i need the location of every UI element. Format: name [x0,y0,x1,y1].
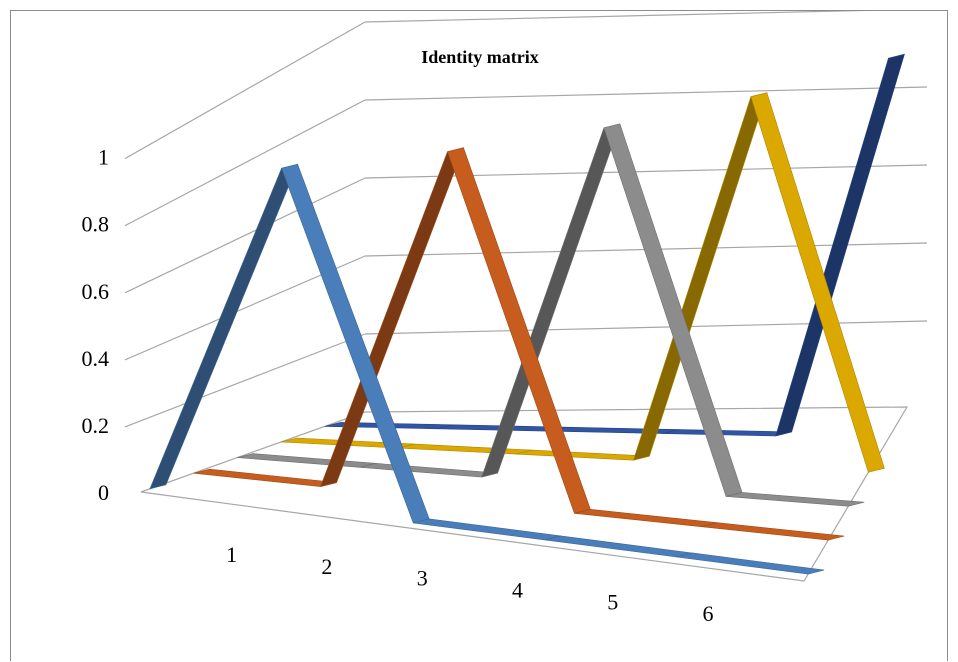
y-tick-label: 0 [98,480,109,505]
x-tick-label: 4 [512,577,523,602]
gridline-side [124,177,366,294]
gridline-back [364,11,867,23]
y-tick-label: 0.2 [82,413,110,438]
series-5-segment-3 [550,426,680,434]
series-3-segment-1 [237,453,376,468]
series-2-segment-4 [574,509,718,528]
x-tick-label: 1 [226,542,237,567]
x-tick-layer: 1 2 3 4 5 6 [226,542,713,626]
series-ribbon-2 [193,147,845,541]
x-tick-label: 2 [321,554,332,579]
chart-title: Identity matrix [421,47,539,67]
series-1-segment-3 [413,518,561,541]
y-tick-label: 0.4 [82,346,110,371]
series-3-segment-4 [603,123,743,497]
y-tick-label: 0.8 [82,212,110,237]
y-tick-layer: 0 0.2 0.4 0.6 0.8 1 [82,145,110,505]
series-2-segment-3 [447,147,591,514]
series-5-segment-5 [775,53,905,437]
series-4-segment-5 [750,92,885,473]
series-4-segment-3 [515,449,650,461]
identity-matrix-chart: 0 0.2 0.4 0.6 0.8 1 1 2 3 4 5 6 [82,11,928,626]
floor-outline [140,406,909,582]
series-1-segment-2 [281,163,430,524]
x-tick-label: 6 [703,601,714,626]
gridline-back [364,86,928,101]
gridline-back [364,320,928,335]
series-2-segment-5 [701,522,845,541]
series-1-segment-5 [676,552,825,575]
series-5-segment-4 [662,429,792,437]
series-1-segment-1 [149,163,299,490]
x-tick-label: 5 [607,589,618,614]
series-2-segment-1 [193,468,337,487]
series-ribbon-5 [324,53,905,437]
y-tick-label: 0.6 [82,279,110,304]
series-layer [149,53,905,575]
series-3-segment-2 [359,463,498,478]
series-1-segment-4 [544,535,693,558]
gridline-side [124,21,366,160]
chart-frame: Identity matrix 0 0.2 0.4 0.6 0.8 1 1 2 3 4 5 6 [10,10,948,661]
series-ribbon-3 [237,123,865,507]
x-tick-label: 3 [417,566,428,591]
grid-layer [124,11,928,582]
gridline-side [124,99,366,227]
series-3-segment-5 [726,492,865,507]
series-ribbon-4 [280,92,885,473]
gridline-side [124,333,366,428]
series-ribbon-1 [149,163,825,575]
y-tick-label: 1 [98,145,109,170]
series-4-segment-2 [398,443,533,455]
